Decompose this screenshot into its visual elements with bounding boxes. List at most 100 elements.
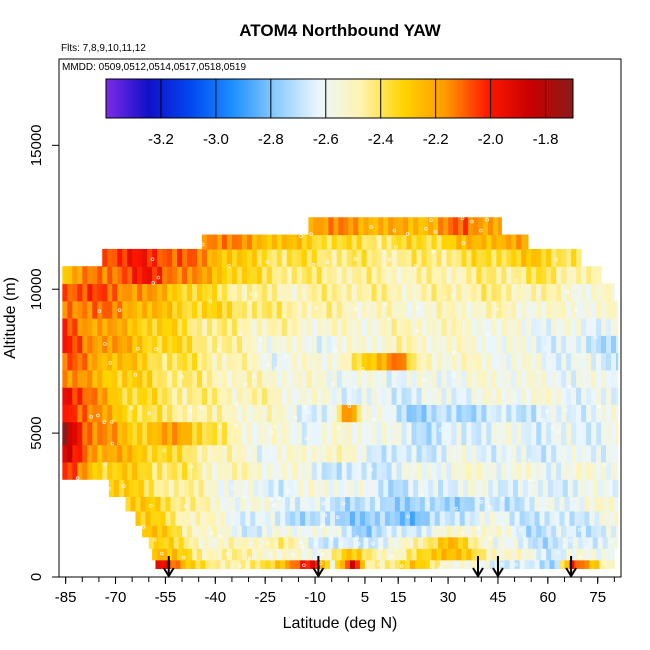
heat-cell — [261, 369, 268, 388]
heat-cell — [391, 248, 398, 267]
heat-cell — [584, 496, 591, 512]
heat-cell — [325, 510, 331, 526]
heat-cell — [67, 404, 73, 423]
heat-cell — [310, 559, 316, 569]
heat-cell — [266, 283, 273, 302]
heat-cell — [195, 559, 201, 569]
heat-cell — [226, 548, 233, 561]
heat-cell — [426, 548, 433, 561]
heat-cell — [172, 461, 178, 480]
heat-cell — [117, 318, 123, 336]
heat-cell — [190, 496, 196, 512]
heat-cell — [331, 421, 338, 446]
heat-cell — [198, 536, 205, 549]
heat-cell — [341, 318, 348, 336]
heat-cell — [231, 421, 238, 446]
heat-cell — [446, 266, 453, 285]
heat-cell — [163, 536, 170, 549]
heat-cell — [524, 496, 531, 512]
heat-cell — [408, 479, 414, 498]
heat-cell — [602, 536, 609, 549]
heat-cell — [491, 461, 497, 480]
heat-cell — [182, 444, 188, 463]
heat-cell — [172, 266, 178, 285]
heat-cell — [611, 352, 617, 371]
heat-cell — [326, 369, 333, 388]
heat-cell — [226, 248, 233, 267]
altitude-layer — [155, 559, 615, 569]
heat-cell — [616, 444, 619, 463]
heat-cell — [401, 444, 408, 463]
heat-cell — [316, 352, 323, 371]
heat-cell — [250, 510, 256, 526]
heat-cell — [210, 510, 216, 526]
heat-cell — [473, 479, 479, 498]
heat-cell — [371, 461, 378, 480]
heat-cell — [461, 266, 467, 285]
heat-cell — [331, 404, 338, 423]
heat-cell — [182, 404, 188, 423]
heat-cell — [441, 387, 448, 405]
heat-cell — [551, 352, 557, 371]
heat-cell — [286, 283, 293, 302]
heat-cell — [220, 510, 226, 526]
heat-cell — [479, 510, 486, 526]
heat-cell — [581, 461, 587, 480]
heat-cell — [458, 536, 464, 549]
heat-cell — [409, 496, 416, 512]
heat-cell — [556, 300, 562, 319]
heat-cell — [426, 300, 433, 319]
heat-cell — [326, 318, 333, 336]
heat-cell — [102, 369, 108, 388]
sample-point — [252, 374, 256, 378]
heat-cell — [251, 248, 258, 267]
heat-cell — [411, 234, 418, 250]
heat-cell — [291, 283, 298, 302]
heat-cell — [270, 559, 276, 569]
heat-cell — [371, 248, 378, 267]
x-tick-label: -25 — [254, 589, 276, 606]
heat-cell — [404, 496, 411, 512]
heat-cell — [451, 548, 457, 561]
heat-cell — [381, 300, 388, 319]
heat-cell — [273, 536, 280, 549]
heat-cell — [554, 559, 561, 569]
heat-cell — [67, 421, 73, 446]
heat-cell — [236, 444, 243, 463]
heat-cell — [167, 444, 173, 463]
heat-cell — [221, 461, 228, 480]
heat-cell — [231, 525, 238, 538]
heat-cell — [265, 496, 271, 512]
heat-cell — [466, 352, 472, 371]
y-tick-label: 15000 — [28, 124, 45, 166]
down-arrow-icon — [492, 556, 504, 578]
heat-cell — [206, 234, 213, 250]
heat-cell — [187, 421, 193, 446]
heat-cell — [456, 444, 462, 463]
heat-cell — [225, 496, 231, 512]
heat-cell — [246, 266, 253, 285]
heat-cell — [526, 421, 532, 446]
heat-cell — [366, 352, 373, 371]
heat-cell — [200, 559, 206, 569]
heat-cell — [280, 510, 286, 526]
heat-cell — [529, 496, 536, 512]
heat-cell — [486, 421, 492, 446]
heat-cell — [306, 387, 313, 405]
heat-cell — [436, 421, 443, 446]
heat-cell — [326, 421, 333, 446]
heat-cell — [521, 525, 527, 538]
heat-cell — [496, 283, 502, 302]
heat-cell — [401, 234, 408, 250]
heat-cell — [316, 461, 323, 480]
heat-cell — [468, 536, 474, 549]
heat-cell — [571, 369, 577, 388]
heat-cell — [551, 461, 557, 480]
heat-cell — [351, 335, 358, 354]
heat-cell — [291, 352, 298, 371]
heat-cell — [441, 525, 448, 538]
heat-cell — [433, 479, 439, 498]
heat-cell — [316, 283, 323, 302]
heat-cell — [112, 461, 118, 480]
heat-cell — [201, 300, 208, 319]
